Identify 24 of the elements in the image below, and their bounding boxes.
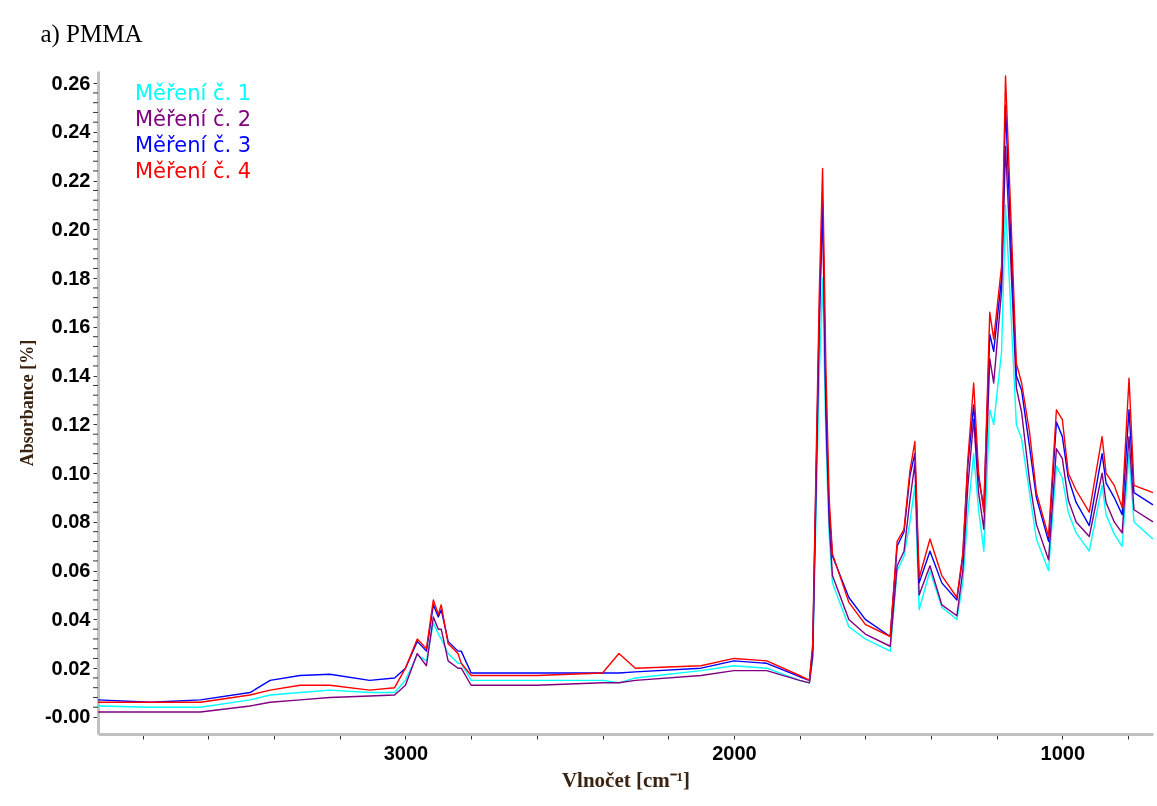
x-tick-label: 2000 [712,741,757,764]
y-tick-label: 0.02 [51,656,91,679]
y-tick-label: 0.04 [51,607,92,630]
y-tick-label: 0.08 [51,510,91,533]
text: Měření č. 3 [135,132,252,157]
y-tick-label: 0.24 [51,120,92,143]
text: Měření č. 2 [135,106,252,131]
chart-title: a) PMMA [40,20,143,48]
y-tick-label: 0.06 [51,559,91,582]
y-tick-label: 0.26 [51,71,91,94]
y-axis-title: Absorbance [%] [16,339,37,467]
x-axis-title: Vlnočet [cm⁻¹] [561,767,691,792]
y-tick-label: 0.20 [51,217,91,240]
x-tick-label: 1000 [1040,741,1086,764]
y-tick-label: 0.16 [51,315,91,338]
y-tick-label: 0.18 [51,266,91,289]
y-tick-label: 0.22 [51,169,91,192]
text: Měření č. 1 [135,80,252,105]
y-tick-label: 0.14 [51,364,92,387]
y-tick-label: 0.10 [51,461,91,484]
x-tick-label: 3000 [383,741,429,764]
y-tick-label: -0.00 [44,705,91,728]
y-tick-label: 0.12 [51,412,91,435]
text: Měření č. 4 [135,158,252,183]
